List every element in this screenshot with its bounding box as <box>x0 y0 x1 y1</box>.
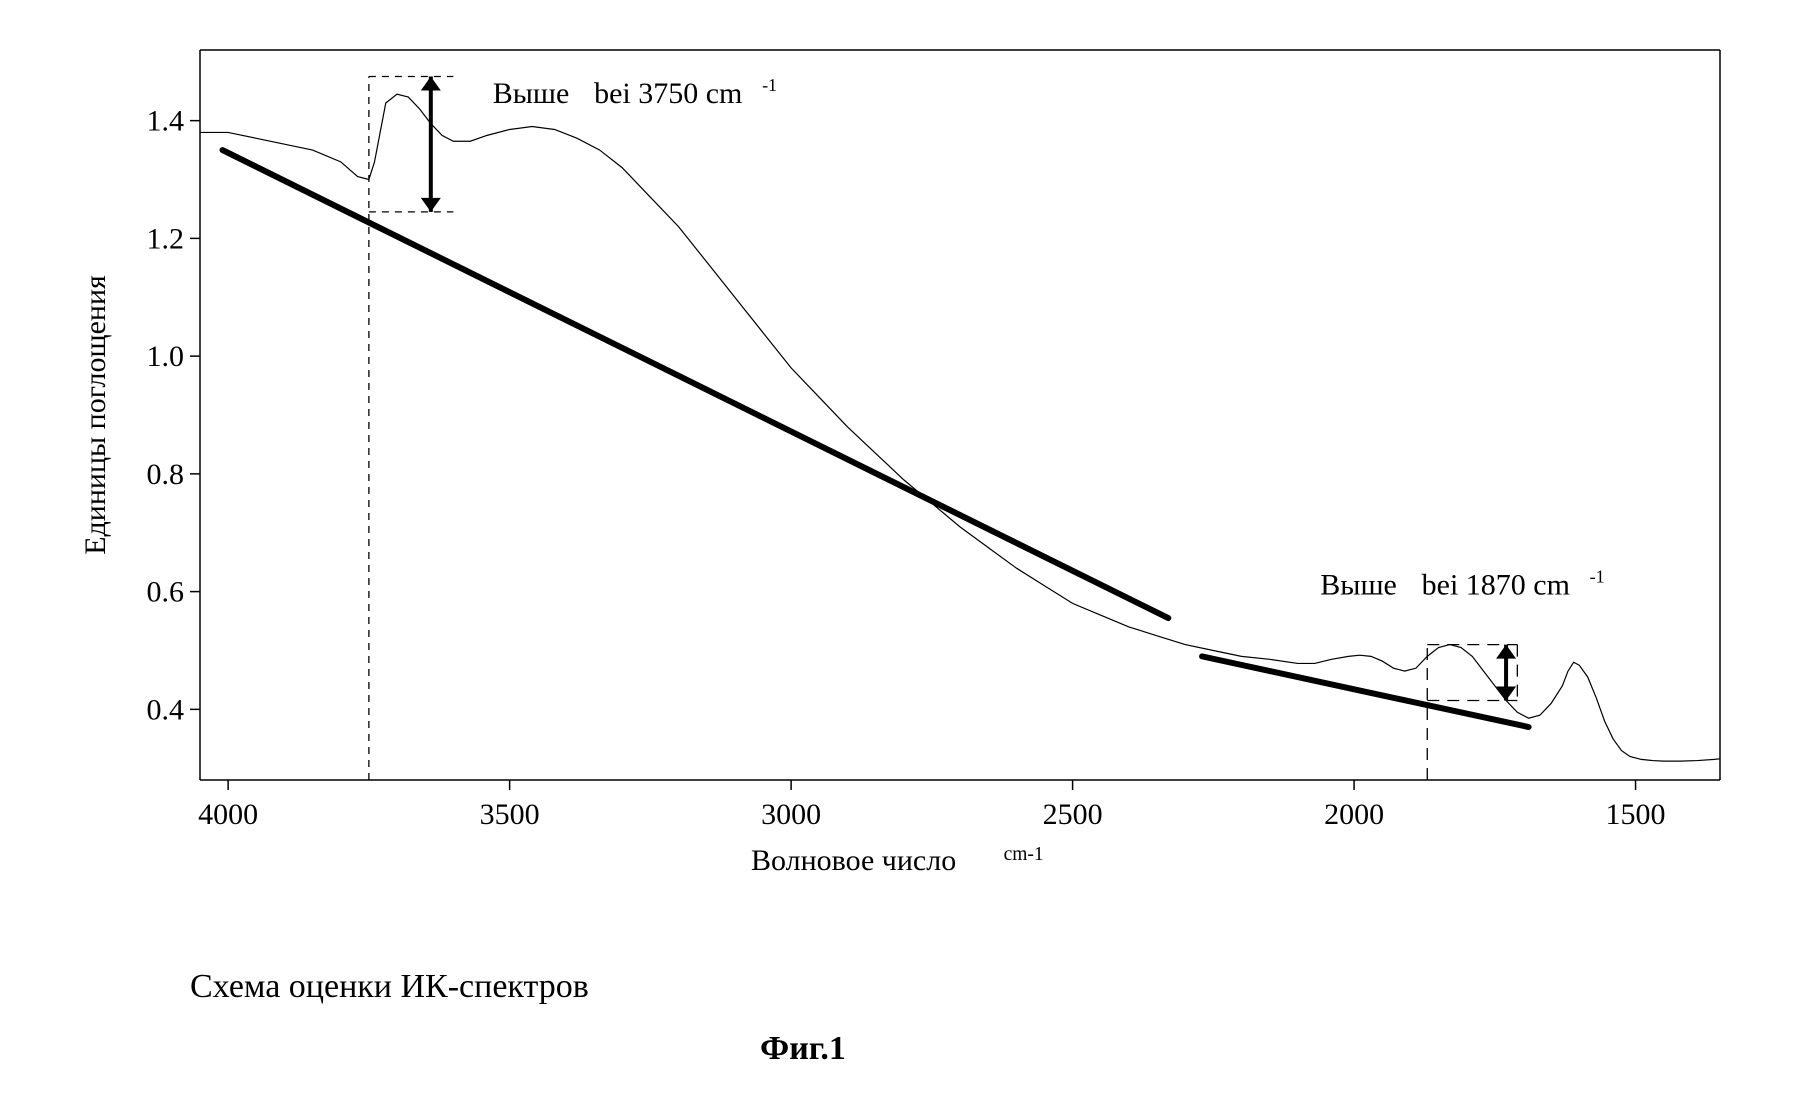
svg-text:1.2: 1.2 <box>147 222 185 255</box>
page: 0.4 0.6 0.8 1.0 1.2 1.4 4000 3500 3000 2500 2000 15… <box>0 0 1812 1094</box>
svg-text:1.4: 1.4 <box>147 105 185 138</box>
svg-text:3000: 3000 <box>761 798 821 831</box>
svg-text:2500: 2500 <box>1043 798 1103 831</box>
ir-spectrum-svg: 0.4 0.6 0.8 1.0 1.2 1.4 4000 3500 3000 2500 2000 15… <box>60 20 1760 920</box>
svg-text:Волновое число: Волновое число <box>751 844 956 877</box>
figure-label: Фиг.1 <box>760 1030 846 1068</box>
svg-text:Выше: Выше <box>1320 569 1397 602</box>
svg-text:0.4: 0.4 <box>147 693 185 726</box>
svg-text:-1: -1 <box>1590 567 1605 587</box>
svg-text:Выше: Выше <box>493 77 570 110</box>
svg-text:0.8: 0.8 <box>147 458 185 491</box>
svg-text:2000: 2000 <box>1324 798 1384 831</box>
ir-spectrum-chart: 0.4 0.6 0.8 1.0 1.2 1.4 4000 3500 3000 2500 2000 15… <box>60 20 1760 920</box>
svg-text:1.0: 1.0 <box>147 340 185 373</box>
svg-text:0.6: 0.6 <box>147 576 185 609</box>
svg-text:1500: 1500 <box>1606 798 1666 831</box>
svg-text:cm-1: cm-1 <box>1004 844 1044 865</box>
caption-text: Схема оценки ИК-спектров <box>190 968 589 1006</box>
svg-text:3500: 3500 <box>480 798 540 831</box>
svg-text:Единицы поглощения: Единицы поглощения <box>79 275 112 555</box>
svg-text:-1: -1 <box>762 75 777 95</box>
svg-text:bei 3750 cm: bei 3750 cm <box>594 77 742 110</box>
svg-text:4000: 4000 <box>198 798 258 831</box>
svg-text:bei 1870 cm: bei 1870 cm <box>1422 569 1570 602</box>
